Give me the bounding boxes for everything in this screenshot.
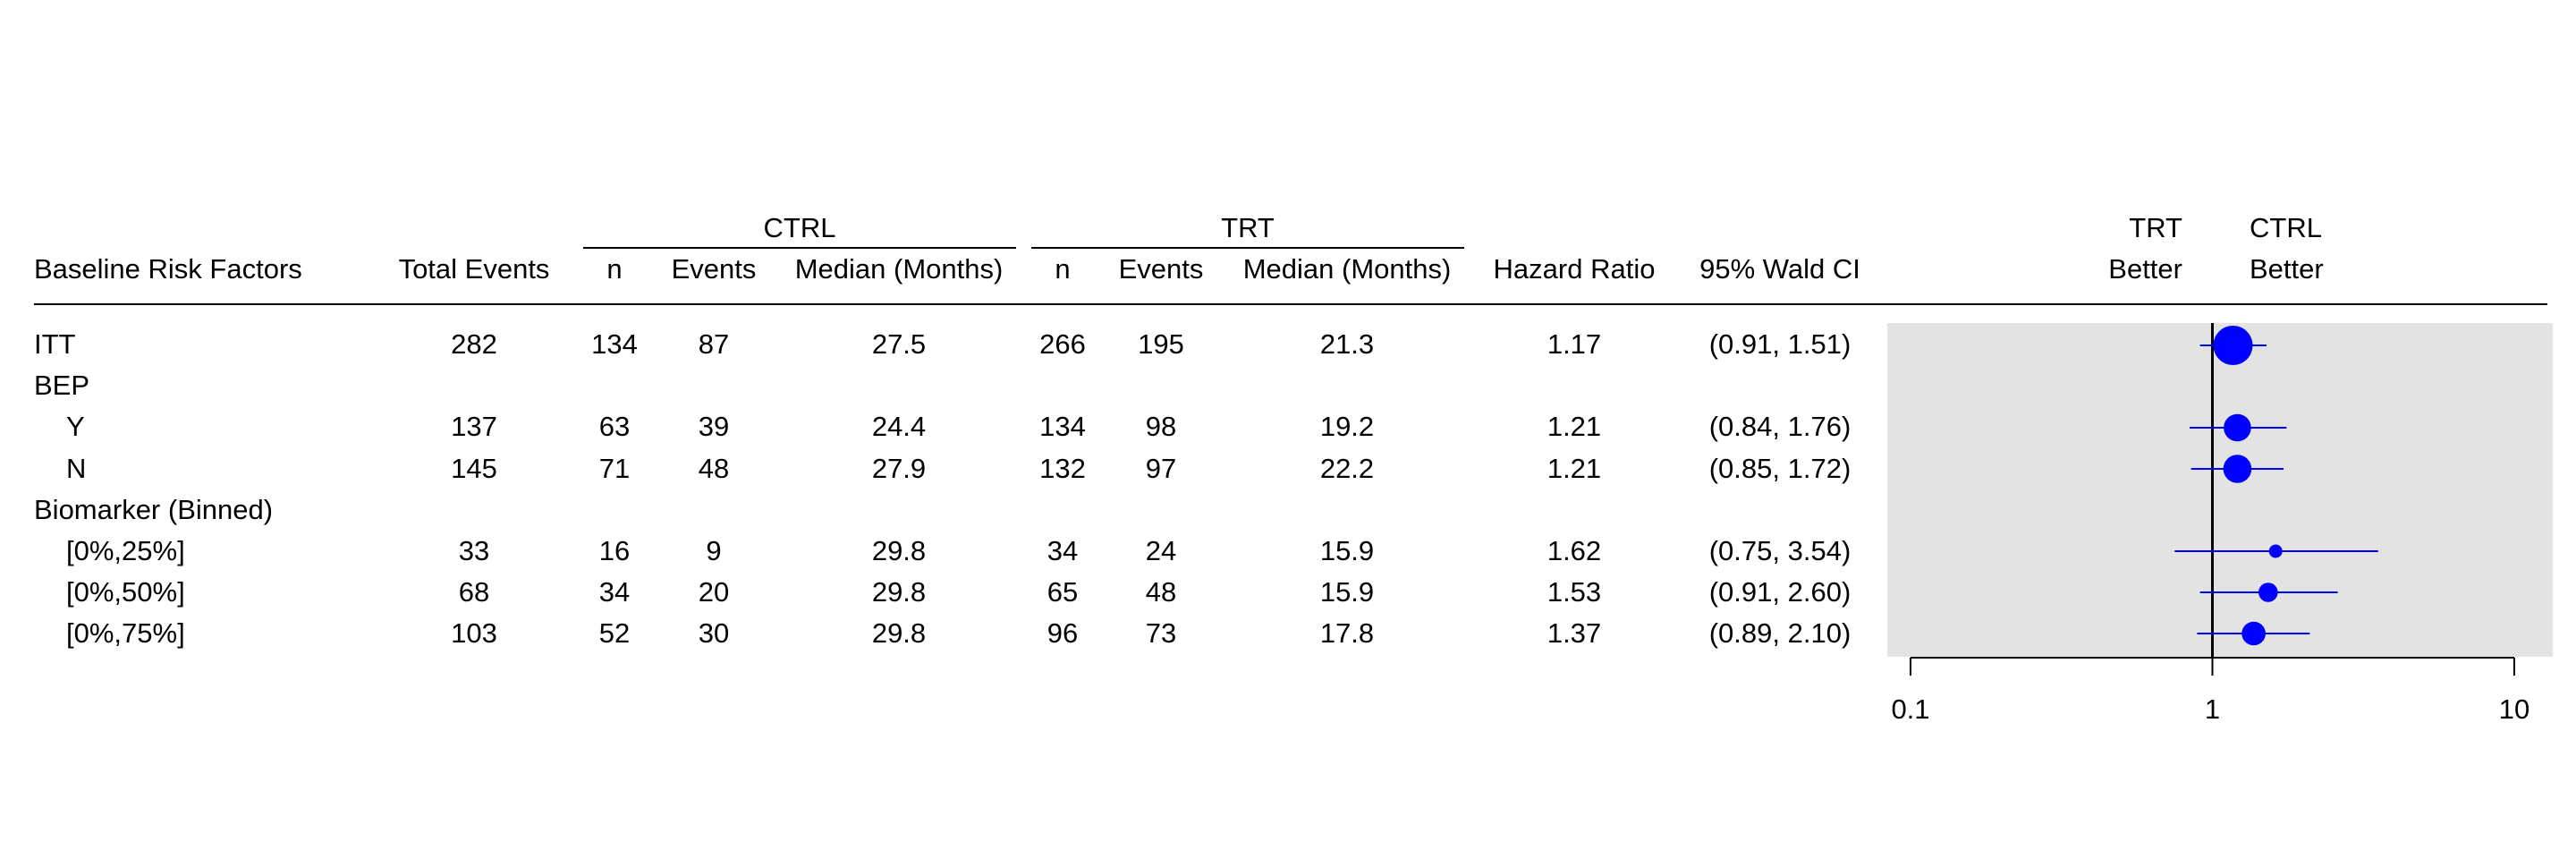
cell-ctrl-median: 27.9 [871,453,927,484]
x-tick-label: 1 [2205,693,2220,725]
cell-total-events: 145 [451,453,497,484]
row-label: [0%,50%] [66,576,185,608]
cell-ctrl-n: 71 [598,453,631,484]
cell-hazard-ratio: 1.17 [1546,328,1602,360]
cell-wald-ci: (0.85, 1.72) [1708,453,1852,484]
cell-trt-events: 73 [1145,617,1177,649]
cell-ctrl-events: 87 [698,328,730,360]
cell-ctrl-events: 48 [698,453,730,484]
row-label: Y [66,411,85,442]
cell-wald-ci: (0.89, 2.10) [1708,617,1852,649]
cell-trt-events: 24 [1145,535,1177,566]
row-label: [0%,25%] [66,535,185,566]
point-estimate [2258,583,2278,602]
cell-trt-median: 17.8 [1319,617,1375,649]
cell-ctrl-n: 63 [598,411,631,442]
cell-ctrl-median: 29.8 [871,576,927,608]
point-estimate [2223,455,2252,483]
header-rule [34,303,2547,305]
cell-hazard-ratio: 1.21 [1546,453,1602,484]
cell-ctrl-n: 16 [598,535,631,566]
cell-wald-ci: (0.91, 2.60) [1708,576,1852,608]
cell-ctrl-events: 20 [698,576,730,608]
cell-ctrl-median: 24.4 [871,411,927,442]
group-header-ctrl: CTRL [763,212,836,243]
cell-trt-events: 48 [1145,576,1177,608]
cell-total-events: 137 [451,411,497,442]
row-label: Biomarker (Binned) [34,494,274,525]
header-ctrl-n: n [606,253,623,285]
cell-hazard-ratio: 1.62 [1546,535,1602,566]
cell-trt-median: 15.9 [1319,576,1375,608]
cell-trt-n: 266 [1039,328,1086,360]
row-label: N [66,453,87,484]
point-estimate [2241,621,2266,646]
cell-ctrl-n: 134 [591,328,638,360]
cell-total-events: 282 [451,328,497,360]
header-wald-ci: 95% Wald CI [1699,253,1860,285]
header-trt-n: n [1055,253,1071,285]
point-estimate [2213,326,2253,365]
cell-ctrl-n: 52 [598,617,631,649]
cell-ctrl-median: 29.8 [871,617,927,649]
row-label: ITT [34,328,76,360]
cell-trt-n: 96 [1046,617,1079,649]
header-baseline-risk-factors: Baseline Risk Factors [34,253,302,285]
cell-wald-ci: (0.84, 1.76) [1708,411,1852,442]
row-label: BEP [34,370,90,401]
cell-ctrl-events: 30 [698,617,730,649]
cell-wald-ci: (0.91, 1.51) [1708,328,1852,360]
cell-total-events: 33 [458,535,490,566]
point-estimate [2268,544,2283,558]
header-hazard-ratio: Hazard Ratio [1493,253,1656,285]
cell-ctrl-events: 9 [706,535,722,566]
cell-trt-median: 15.9 [1319,535,1375,566]
x-tick-label: 10 [2499,693,2529,725]
cell-ctrl-events: 39 [698,411,730,442]
cell-trt-events: 97 [1145,453,1177,484]
header-ctrl-median: Median (Months) [794,253,1004,285]
cell-trt-median: 19.2 [1319,411,1375,442]
header-trt-median: Median (Months) [1242,253,1452,285]
cell-hazard-ratio: 1.37 [1546,617,1602,649]
ctrl-better-label-line2: Better [2250,253,2324,285]
group-header-trt: TRT [1221,212,1275,243]
trt-better-label-line1: TRT [2129,212,2182,243]
cell-total-events: 103 [451,617,497,649]
ctrl-better-label-line1: CTRL [2250,212,2322,243]
cell-ctrl-median: 29.8 [871,535,927,566]
x-tick-label: 0.1 [1891,693,1929,725]
group-rule-trt [1031,247,1464,249]
group-rule-ctrl [583,247,1016,249]
header-ctrl-events: Events [671,253,757,285]
cell-trt-events: 195 [1138,328,1184,360]
cell-ctrl-median: 27.5 [871,328,927,360]
row-label: [0%,75%] [66,617,185,649]
cell-trt-median: 22.2 [1319,453,1375,484]
cell-hazard-ratio: 1.21 [1546,411,1602,442]
point-estimate [2224,413,2251,442]
header-trt-events: Events [1118,253,1204,285]
cell-trt-events: 98 [1145,411,1177,442]
cell-trt-n: 132 [1039,453,1086,484]
cell-trt-n: 134 [1039,411,1086,442]
cell-wald-ci: (0.75, 3.54) [1708,535,1852,566]
cell-ctrl-n: 34 [598,576,631,608]
trt-better-label-line2: Better [2108,253,2182,285]
header-total-events: Total Events [398,253,550,285]
cell-trt-n: 34 [1046,535,1079,566]
cell-trt-median: 21.3 [1319,328,1375,360]
cell-total-events: 68 [458,576,490,608]
forest-plot-panel [1887,323,2553,657]
cell-hazard-ratio: 1.53 [1546,576,1602,608]
cell-trt-n: 65 [1046,576,1079,608]
